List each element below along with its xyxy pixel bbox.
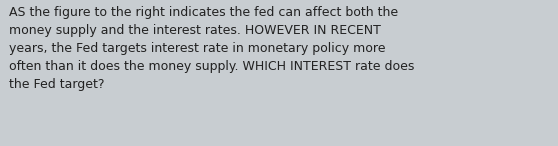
Text: AS the figure to the right indicates the fed can affect both the
money supply an: AS the figure to the right indicates the… <box>9 6 414 91</box>
